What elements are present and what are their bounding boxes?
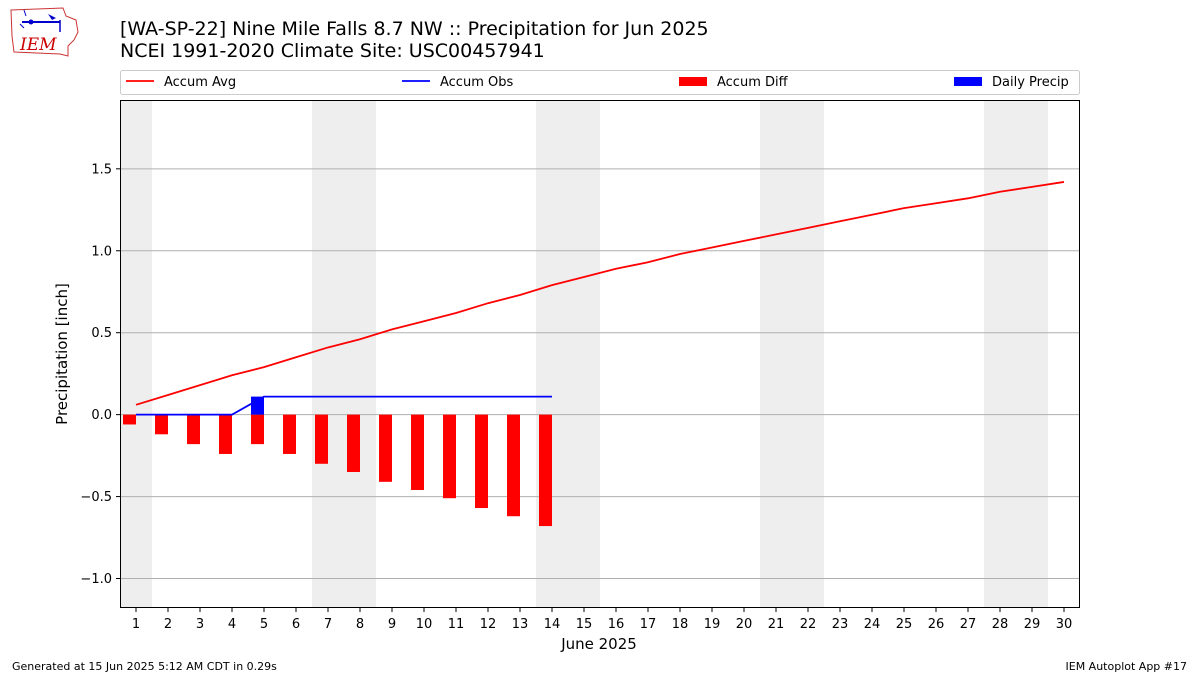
x-tick-label: 30: [1056, 617, 1073, 632]
accum-diff-bar-8: [347, 414, 360, 472]
accum-diff-bar-14: [539, 414, 552, 527]
y-axis-label: Precipitation [inch]: [53, 283, 71, 425]
x-tick-label: 22: [800, 617, 817, 632]
x-tick-label: 2: [164, 617, 172, 632]
accum-diff-bar-9: [379, 414, 392, 482]
grid: [120, 168, 1080, 580]
accum-diff-bar-4: [219, 414, 232, 454]
weekend-shade-0: [120, 100, 152, 608]
accum-diff-bar-13: [507, 414, 520, 517]
x-tick-label: 24: [864, 617, 881, 632]
x-tick-label: 27: [960, 617, 977, 632]
x-tick-label: 19: [704, 617, 721, 632]
accum-diff-bar-6: [283, 414, 296, 454]
weekend-shade-2: [536, 100, 600, 608]
y-tick-label: 1.5: [91, 162, 112, 177]
chart-title: [WA-SP-22] Nine Mile Falls 8.7 NW :: Pre…: [120, 18, 709, 40]
accum-diff-bar-7: [315, 414, 328, 464]
x-tick-label: 28: [992, 617, 1009, 632]
chart-subtitle: NCEI 1991-2020 Climate Site: USC00457941: [120, 40, 545, 62]
iem-logo: IEM: [10, 7, 79, 57]
x-axis-label: June 2025: [560, 635, 637, 653]
x-tick-label: 6: [292, 617, 300, 632]
legend-label-accum-diff: Accum Diff: [717, 75, 789, 90]
x-tick-label: 1: [132, 617, 140, 632]
y-tick-label: −0.5: [80, 490, 112, 505]
accum-diff-bar-5: [251, 414, 264, 445]
accum-avg-line: [135, 181, 1065, 406]
x-tick-label: 11: [448, 617, 465, 632]
bars: [123, 396, 552, 527]
accum-diff-bar-3: [187, 414, 200, 445]
x-tick-label: 21: [768, 617, 785, 632]
accum-diff-bar-10: [411, 414, 424, 491]
x-tick-label: 13: [512, 617, 529, 632]
accum-diff-bar-11: [443, 414, 456, 499]
footer-generated: Generated at 15 Jun 2025 5:12 AM CDT in …: [12, 660, 277, 673]
lines: [135, 181, 1065, 416]
x-tick-label: 5: [260, 617, 268, 632]
accum-diff-bar-12: [475, 414, 488, 509]
y-tick-label: 1.0: [91, 244, 112, 259]
x-tick-label: 25: [896, 617, 913, 632]
weekend-shade-4: [984, 100, 1048, 608]
x-tick-label: 16: [608, 617, 625, 632]
x-tick-label: 17: [640, 617, 657, 632]
weekend-shade-1: [312, 100, 376, 608]
x-tick-label: 14: [544, 617, 561, 632]
legend-label-accum-avg: Accum Avg: [164, 75, 236, 90]
footer-app: IEM Autoplot App #17: [1065, 660, 1188, 673]
axes: −1.0−0.50.00.51.01.51 2 3 4 5 6 7 8 9 10 11 12 13 14 1…: [80, 100, 1080, 632]
legend-swatch-accum-diff: [679, 77, 707, 86]
legend: Accum Avg Accum Obs Accum Diff Daily Precip: [120, 70, 1080, 95]
legend-label-daily-precip: Daily Precip: [992, 75, 1069, 90]
legend-swatch-daily-precip: [954, 77, 982, 86]
plot-frame: [120, 100, 1080, 608]
logo-text: IEM: [19, 35, 57, 55]
x-tick-label: 10: [416, 617, 433, 632]
x-tick-label: 4: [228, 617, 236, 632]
accum-diff-bar-2: [155, 414, 168, 435]
x-tick-label: 9: [388, 617, 396, 632]
weekend-shade-3: [760, 100, 824, 608]
y-tick-label: 0.0: [91, 408, 112, 423]
accum-diff-bar-1: [123, 414, 136, 425]
legend-label-accum-obs: Accum Obs: [440, 75, 513, 90]
x-tick-label: 29: [1024, 617, 1041, 632]
x-tick-label: 18: [672, 617, 689, 632]
accum-obs-line: [136, 395, 552, 416]
axis-labels: June 2025 Precipitation [inch]: [53, 283, 637, 653]
x-tick-label: 3: [196, 617, 204, 632]
x-tick-label: 26: [928, 617, 945, 632]
x-tick-label: 23: [832, 617, 849, 632]
x-tick-label: 20: [736, 617, 753, 632]
x-tick-label: 15: [576, 617, 593, 632]
y-tick-label: 0.5: [91, 326, 112, 341]
x-tick-label: 8: [356, 617, 364, 632]
y-tick-label: −1.0: [80, 572, 112, 587]
x-tick-label: 12: [480, 617, 497, 632]
x-tick-label: 7: [324, 617, 332, 632]
